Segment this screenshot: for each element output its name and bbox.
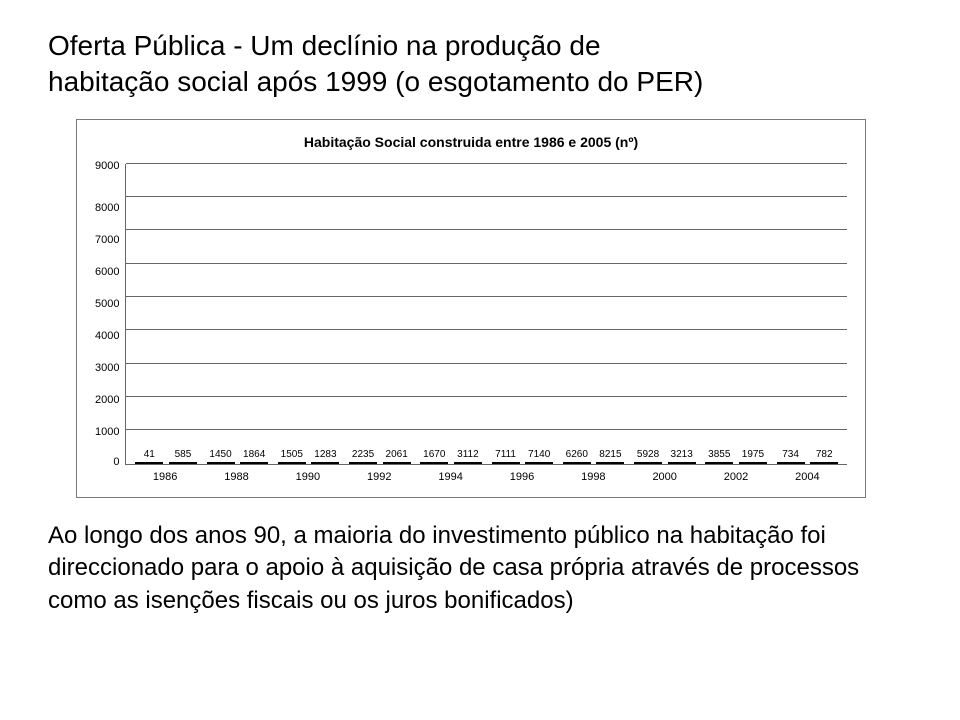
chart-title: Habitação Social construida entre 1986 e… [95, 134, 847, 150]
bar [311, 462, 339, 464]
bar-value-label: 1864 [243, 450, 265, 460]
bar [563, 462, 591, 464]
gridline [126, 163, 847, 164]
gridline [126, 296, 847, 297]
bar [777, 462, 805, 464]
gridline [126, 396, 847, 397]
gridline [126, 363, 847, 364]
bar-value-label: 8215 [599, 450, 621, 460]
bar-value-label: 1670 [423, 450, 445, 460]
bar-group: 734 782 [774, 450, 841, 464]
bar-value-label: 2235 [352, 450, 374, 460]
bar [492, 462, 520, 464]
chart-container: Habitação Social construida entre 1986 e… [76, 119, 866, 498]
bar-value-label: 1975 [742, 450, 764, 460]
x-tick-label: 1996 [486, 471, 557, 483]
x-tick-label: 1998 [558, 471, 629, 483]
bar-group: 41 585 [132, 450, 199, 464]
y-axis: 9000800070006000500040003000200010000 [95, 164, 125, 464]
bar-value-label: 41 [144, 450, 155, 460]
y-tick-label: 4000 [95, 330, 119, 342]
bar [525, 462, 553, 464]
y-tick-label: 8000 [95, 202, 119, 214]
bar-value-label: 5928 [637, 450, 659, 460]
bar-value-label: 1450 [209, 450, 231, 460]
bar-group: 2235 2061 [346, 450, 413, 464]
bar [207, 462, 235, 464]
x-tick-label: 1994 [415, 471, 486, 483]
bar-value-label: 2061 [386, 450, 408, 460]
bar [739, 462, 767, 464]
heading-line-1: Oferta Pública - Um declínio na produção… [48, 30, 601, 61]
bar [349, 462, 377, 464]
bar [668, 462, 696, 464]
x-tick-label: 1988 [201, 471, 272, 483]
bar-group: 6260 8215 [560, 450, 627, 464]
bar-group: 1670 3112 [417, 450, 484, 464]
bar-group: 1505 1283 [275, 450, 342, 464]
x-tick-label: 2002 [700, 471, 771, 483]
y-tick-label: 0 [113, 456, 119, 468]
bar [596, 462, 624, 464]
gridline [126, 196, 847, 197]
heading-line-2: habitação social após 1999 (o esgotament… [48, 66, 703, 97]
y-tick-label: 9000 [95, 160, 119, 172]
x-tick-label: 1992 [344, 471, 415, 483]
bar [634, 462, 662, 464]
gridline [126, 329, 847, 330]
bar-value-label: 734 [782, 450, 799, 460]
bar [420, 462, 448, 464]
bar-value-label: 6260 [566, 450, 588, 460]
bar-value-label: 1505 [281, 450, 303, 460]
gridline [126, 263, 847, 264]
bar-value-label: 7140 [528, 450, 550, 460]
x-tick-label: 2004 [772, 471, 843, 483]
bar [810, 462, 838, 464]
bar-group: 7111 7140 [489, 450, 556, 464]
y-tick-label: 2000 [95, 394, 119, 406]
bar [383, 462, 411, 464]
bar-value-label: 1283 [314, 450, 336, 460]
bar-group: 5928 3213 [631, 450, 698, 464]
bar-group: 3855 1975 [702, 450, 769, 464]
body-paragraph: Ao longo dos anos 90, a maioria do inves… [48, 520, 912, 617]
bar-value-label: 3112 [457, 450, 479, 460]
x-tick-label: 1990 [272, 471, 343, 483]
gridline [126, 429, 847, 430]
x-tick-label: 1986 [129, 471, 200, 483]
bar [240, 462, 268, 464]
bar [169, 462, 197, 464]
bar [454, 462, 482, 464]
bar-group: 1450 1864 [204, 450, 271, 464]
y-tick-label: 5000 [95, 298, 119, 310]
page-heading: Oferta Pública - Um declínio na produção… [48, 28, 912, 101]
y-tick-label: 6000 [95, 266, 119, 278]
bar-value-label: 7111 [495, 450, 516, 460]
bar [705, 462, 733, 464]
bar-value-label: 585 [175, 450, 192, 460]
bar-value-label: 3213 [671, 450, 693, 460]
y-tick-label: 1000 [95, 426, 119, 438]
bar-value-label: 3855 [708, 450, 730, 460]
x-axis: 1986198819901992199419961998200020022004 [125, 465, 847, 483]
y-tick-label: 3000 [95, 362, 119, 374]
bar [278, 462, 306, 464]
x-tick-label: 2000 [629, 471, 700, 483]
bar [135, 462, 163, 464]
plot-area: 41 585 1450 1864 1505 1283 2235 2061 1670 3112 711… [125, 164, 847, 465]
bar-value-label: 782 [816, 450, 833, 460]
y-tick-label: 7000 [95, 234, 119, 246]
gridline [126, 229, 847, 230]
